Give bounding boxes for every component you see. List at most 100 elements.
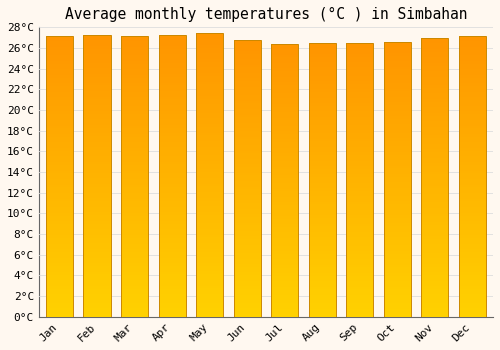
Bar: [46, 258, 73, 260]
Bar: [158, 60, 186, 63]
Bar: [46, 123, 73, 126]
Bar: [158, 128, 186, 131]
Bar: [234, 220, 260, 223]
Bar: [459, 44, 486, 47]
Bar: [422, 303, 448, 306]
Bar: [196, 84, 223, 88]
Bar: [271, 238, 298, 240]
Bar: [158, 150, 186, 153]
Bar: [271, 77, 298, 79]
Bar: [84, 162, 110, 164]
Bar: [84, 119, 110, 122]
Bar: [158, 133, 186, 136]
Bar: [158, 300, 186, 303]
Bar: [346, 155, 374, 158]
Bar: [46, 55, 73, 58]
Bar: [46, 61, 73, 64]
Bar: [196, 164, 223, 167]
Bar: [459, 280, 486, 283]
Bar: [158, 215, 186, 218]
Bar: [271, 248, 298, 251]
Bar: [384, 72, 411, 75]
Bar: [271, 63, 298, 66]
Bar: [346, 139, 374, 141]
Bar: [196, 56, 223, 59]
Bar: [84, 125, 110, 128]
Bar: [196, 294, 223, 297]
Bar: [121, 297, 148, 300]
Bar: [234, 134, 260, 137]
Bar: [234, 87, 260, 90]
Bar: [308, 224, 336, 226]
Bar: [234, 206, 260, 209]
Bar: [271, 194, 298, 197]
Bar: [196, 59, 223, 62]
Bar: [121, 159, 148, 162]
Bar: [308, 191, 336, 194]
Bar: [271, 71, 298, 74]
Bar: [308, 270, 336, 273]
Bar: [234, 170, 260, 173]
Bar: [46, 36, 73, 317]
Bar: [46, 230, 73, 232]
Bar: [459, 249, 486, 252]
Bar: [422, 180, 448, 183]
Bar: [196, 127, 223, 130]
Bar: [234, 95, 260, 98]
Bar: [459, 80, 486, 83]
Bar: [46, 224, 73, 227]
Bar: [234, 90, 260, 92]
Bar: [196, 297, 223, 300]
Bar: [46, 199, 73, 202]
Bar: [234, 314, 260, 317]
Bar: [271, 55, 298, 57]
Bar: [46, 263, 73, 266]
Bar: [459, 89, 486, 92]
Bar: [422, 314, 448, 317]
Bar: [196, 116, 223, 119]
Bar: [346, 221, 374, 224]
Bar: [308, 276, 336, 279]
Bar: [196, 269, 223, 272]
Bar: [346, 237, 374, 240]
Bar: [121, 52, 148, 55]
Bar: [46, 58, 73, 61]
Bar: [46, 241, 73, 244]
Bar: [346, 106, 374, 108]
Bar: [46, 151, 73, 154]
Bar: [459, 156, 486, 159]
Bar: [459, 260, 486, 263]
Bar: [422, 141, 448, 144]
Bar: [346, 234, 374, 237]
Bar: [308, 226, 336, 229]
Bar: [459, 216, 486, 218]
Bar: [308, 243, 336, 246]
Bar: [308, 281, 336, 284]
Bar: [121, 41, 148, 44]
Bar: [271, 208, 298, 210]
Bar: [196, 147, 223, 150]
Bar: [384, 270, 411, 273]
Bar: [84, 294, 110, 297]
Bar: [422, 267, 448, 270]
Bar: [271, 159, 298, 161]
Bar: [459, 159, 486, 162]
Bar: [196, 76, 223, 79]
Bar: [121, 38, 148, 41]
Bar: [308, 298, 336, 300]
Bar: [271, 68, 298, 71]
Bar: [234, 261, 260, 264]
Bar: [422, 65, 448, 68]
Bar: [196, 175, 223, 178]
Bar: [121, 258, 148, 260]
Bar: [271, 107, 298, 109]
Bar: [46, 176, 73, 179]
Bar: [346, 73, 374, 76]
Bar: [346, 169, 374, 172]
Bar: [234, 40, 260, 42]
Bar: [271, 139, 298, 142]
Bar: [308, 180, 336, 183]
Bar: [346, 314, 374, 317]
Bar: [234, 272, 260, 275]
Bar: [271, 262, 298, 265]
